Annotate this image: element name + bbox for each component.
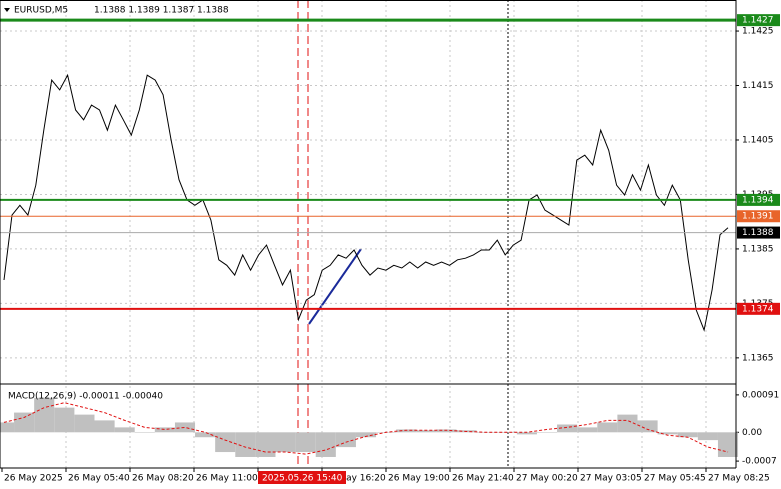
macd-bar: [677, 432, 698, 438]
macd-bar: [697, 432, 718, 441]
macd-bar: [154, 427, 175, 433]
macd-bar: [255, 432, 276, 457]
level-tag: [737, 193, 780, 206]
macd-bar: [195, 432, 216, 438]
level-tag: [737, 210, 780, 223]
macd-bar: [295, 432, 316, 453]
x-tick-label: 27 May 05:45: [644, 474, 706, 484]
macd-bar: [34, 397, 55, 433]
level-label: 1.1374: [742, 304, 774, 314]
macd-bar: [315, 432, 336, 457]
x-tick-label: 27 May 08:25: [708, 474, 770, 484]
cursor-label: 2025.05.26 15:40: [262, 474, 343, 484]
y-tick-label: 1.1365: [742, 353, 774, 363]
cursor-tag: [258, 471, 346, 484]
y-tick-label: 1.1405: [742, 135, 774, 145]
ohlc-text: 1.1388 1.1389 1.1387 1.1388: [94, 6, 229, 16]
macd-bar: [0, 422, 15, 433]
macd-bar: [114, 427, 135, 433]
x-tick-label: 26 May 2025: [4, 474, 63, 484]
x-tick-label: 26 May 08:20: [132, 474, 194, 484]
macd-bar: [54, 407, 75, 433]
macd-bar: [637, 420, 658, 433]
x-tick-label: 26 May 05:40: [68, 474, 130, 484]
level-label: 1.1391: [742, 212, 774, 222]
macd-bar: [597, 422, 618, 433]
macd-bar: [436, 429, 457, 433]
level-label: 1.1388: [742, 228, 774, 238]
x-tick-label: 27 May 00:20: [516, 474, 578, 484]
macd-bar: [94, 420, 115, 433]
x-tick-label: 27 May 03:05: [580, 474, 642, 484]
level-label: 1.1427: [742, 16, 774, 26]
x-tick-label: 26 May 16:20: [324, 474, 386, 484]
level-label: 1.1394: [742, 195, 774, 205]
macd-bar: [275, 432, 296, 453]
macd-bar: [335, 432, 356, 448]
macd-bar: [396, 429, 417, 433]
chart-title: EURUSD,M5: [14, 6, 68, 16]
macd-title: MACD(12,26,9) -0.00011 -0.00040: [8, 392, 163, 402]
y-tick-label: 1.1425: [742, 27, 774, 37]
macd-bar: [355, 432, 377, 438]
macd-bar: [174, 422, 196, 433]
x-tick-label: 26 May 11:00: [196, 474, 258, 484]
level-tag: [737, 14, 780, 27]
macd-bar: [536, 432, 558, 433]
x-tick-label: 26 May 21:40: [452, 474, 514, 484]
macd-bar: [717, 432, 739, 457]
macd-bar: [516, 432, 537, 435]
y-tick-label: 0.00091: [742, 390, 779, 400]
macd-bar: [617, 414, 638, 433]
macd-bar: [14, 412, 35, 433]
y-tick-label: 1.1415: [742, 81, 774, 91]
y-tick-label: -0.0007: [742, 457, 777, 467]
price-line: [3, 73, 729, 332]
level-tag: [737, 302, 780, 315]
macd-bar: [134, 432, 155, 433]
macd-bar: [416, 430, 437, 433]
macd-bar: [235, 432, 256, 457]
macd-bar: [657, 432, 678, 435]
macd-bar: [577, 427, 598, 433]
y-tick-label: 1.1385: [742, 244, 774, 254]
x-tick-label: 26 May 19:00: [388, 474, 450, 484]
macd-bar: [215, 432, 236, 453]
y-tick-label: 0.00: [742, 428, 762, 438]
level-tag: [737, 226, 780, 239]
signal-line: [3, 402, 729, 455]
trend-line: [308, 248, 362, 325]
title-arrow: [4, 8, 10, 12]
macd-bar: [74, 414, 95, 433]
macd-bar: [557, 424, 578, 433]
